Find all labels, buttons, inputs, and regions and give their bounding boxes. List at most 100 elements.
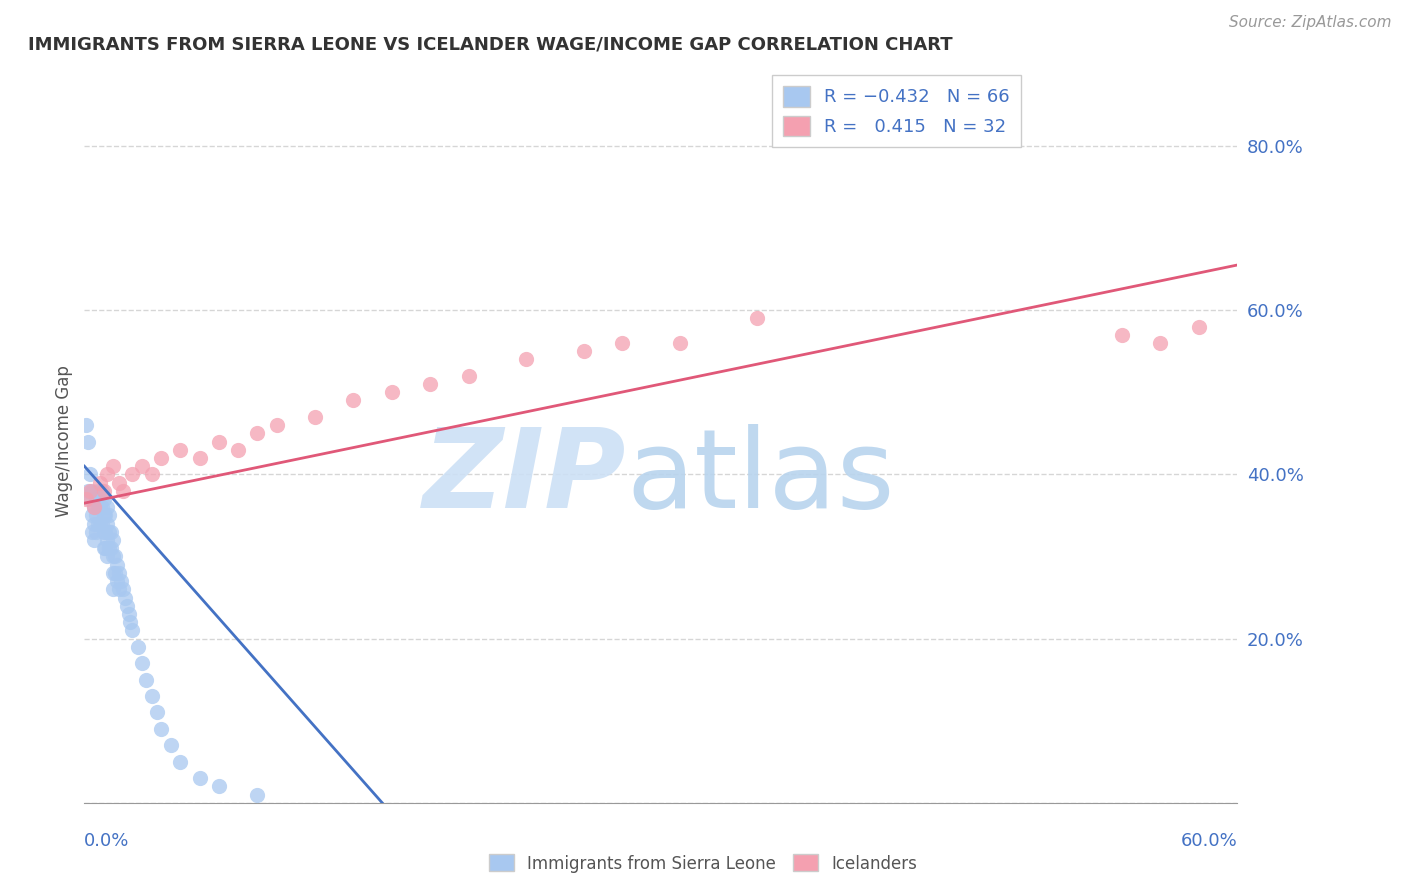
Y-axis label: Wage/Income Gap: Wage/Income Gap [55,366,73,517]
Point [110,574,132,588]
Point [120,615,142,630]
Point [83,500,105,515]
Point [84,524,107,539]
Point [80,508,103,523]
Point [75,491,97,506]
Point [79,467,101,482]
Point [108,582,131,597]
Point [100,524,122,539]
Point [89,475,111,490]
Point [108,566,131,580]
Point [108,475,131,490]
Point [89,500,111,515]
Point [87,483,110,498]
Point [94,541,117,556]
Point [77,434,100,449]
Point [103,549,124,564]
Point [169,442,191,457]
Point [93,491,115,506]
Point [1188,319,1211,334]
Point [90,500,112,515]
Point [105,558,128,572]
Point [100,541,122,556]
Point [114,591,136,605]
Point [111,483,134,498]
Point [84,508,107,523]
Text: 0.0%: 0.0% [84,832,129,850]
Point [160,739,183,753]
Point [87,516,110,531]
Point [141,467,163,482]
Point [84,491,107,506]
Point [96,549,118,564]
Point [98,541,121,556]
Point [94,508,117,523]
Point [121,467,143,482]
Legend: R = −0.432   N = 66, R =   0.415   N = 32: R = −0.432 N = 66, R = 0.415 N = 32 [772,75,1021,147]
Point [105,574,128,588]
Point [208,434,231,449]
Point [96,533,118,547]
Point [96,467,118,482]
Point [104,566,127,580]
Point [146,706,169,720]
Legend: Immigrants from Sierra Leone, Icelanders: Immigrants from Sierra Leone, Icelanders [482,847,924,880]
Point [745,311,768,326]
Point [1149,336,1171,351]
Point [304,409,326,424]
Point [150,722,173,736]
Point [103,459,124,474]
Point [93,541,115,556]
Point [75,418,97,433]
Point [381,385,404,400]
Point [83,516,105,531]
Point [77,483,100,498]
Point [226,442,249,457]
Point [612,336,634,351]
Point [1111,327,1133,342]
Point [169,755,191,769]
Point [96,516,118,531]
Point [93,524,115,539]
Point [103,566,124,580]
Point [80,524,103,539]
Point [93,483,115,498]
Point [83,500,105,515]
Point [93,508,115,523]
Point [115,599,138,613]
Point [127,640,149,654]
Text: Source: ZipAtlas.com: Source: ZipAtlas.com [1229,15,1392,29]
Point [141,689,163,703]
Point [266,418,288,433]
Point [246,788,269,802]
Point [104,549,127,564]
Point [419,377,441,392]
Point [131,657,153,671]
Point [342,393,364,408]
Text: 60.0%: 60.0% [1181,832,1237,850]
Point [96,500,118,515]
Point [103,582,124,597]
Point [79,483,101,498]
Point [90,516,112,531]
Point [572,344,595,359]
Point [83,533,105,547]
Point [131,459,153,474]
Point [457,368,479,383]
Point [121,624,143,638]
Point [135,673,157,687]
Point [80,483,103,498]
Point [246,426,269,441]
Point [208,780,231,794]
Point [89,516,111,531]
Point [150,450,173,465]
Text: ZIP: ZIP [423,425,626,531]
Point [98,524,121,539]
Text: atlas: atlas [626,425,894,531]
Point [90,483,112,498]
Point [669,336,692,351]
Point [111,582,134,597]
Text: IMMIGRANTS FROM SIERRA LEONE VS ICELANDER WAGE/INCOME GAP CORRELATION CHART: IMMIGRANTS FROM SIERRA LEONE VS ICELANDE… [28,36,953,54]
Point [515,352,537,367]
Point [98,508,121,523]
